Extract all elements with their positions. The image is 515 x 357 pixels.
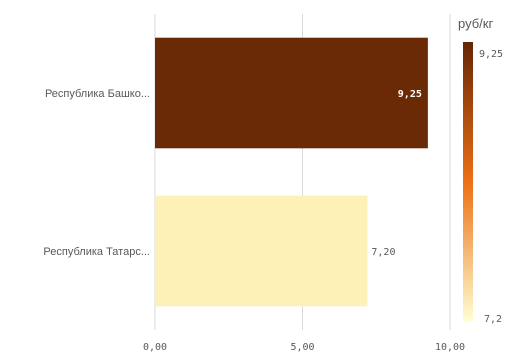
category-labels: Республика Башко... Республика Татарс... [43, 88, 150, 258]
data-label: 9,25 [398, 89, 422, 100]
legend-max-label: 9,25 [479, 49, 503, 60]
category-label: Республика Татарс... [43, 246, 150, 258]
x-axis-ticks: 0,00 5,00 10,00 [143, 342, 465, 353]
legend-min-label: 7,2 [484, 314, 502, 325]
x-tick-label: 0,00 [143, 342, 167, 353]
bars: 9,25 7,20 [155, 37, 428, 307]
bar[interactable] [155, 195, 368, 307]
data-label: 7,20 [371, 247, 395, 258]
category-label: Республика Башко... [45, 88, 150, 100]
legend-gradient-bar [463, 42, 473, 322]
color-legend: руб/кг 9,25 7,2 [458, 16, 503, 325]
legend-title: руб/кг [458, 16, 493, 31]
bar[interactable] [155, 37, 428, 149]
x-tick-label: 10,00 [435, 342, 465, 353]
x-tick-label: 5,00 [290, 342, 314, 353]
